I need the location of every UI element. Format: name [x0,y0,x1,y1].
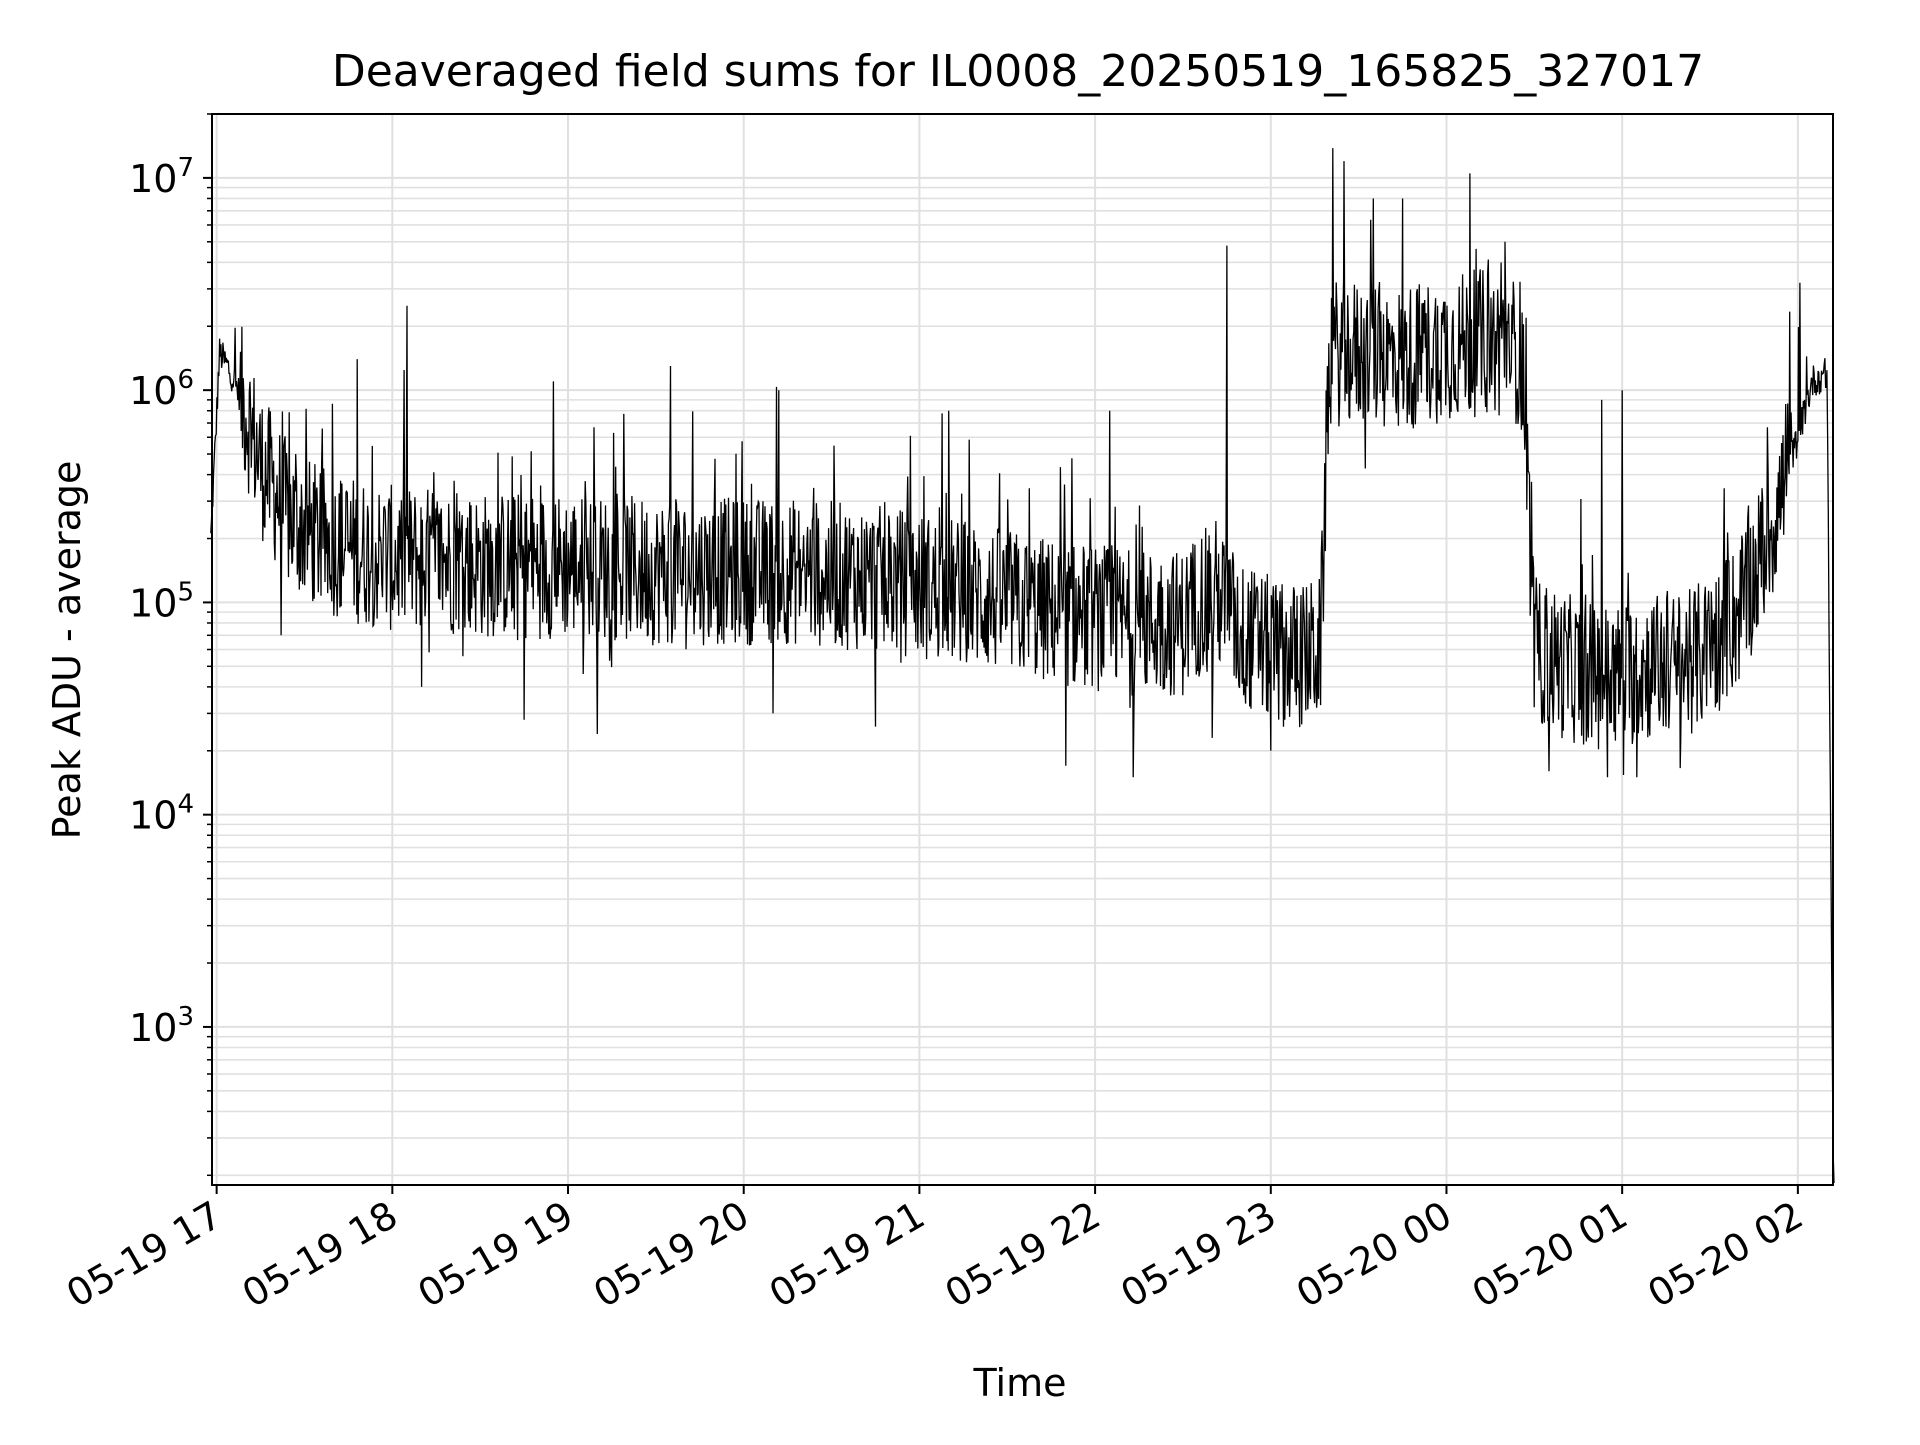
y-tick-label: 107 [129,153,194,201]
y-axis-label: Peak ADU - average [45,461,89,840]
y-tick-label: 104 [129,790,194,838]
y-tick-label: 103 [129,1002,194,1050]
x-tick-label: 05-19 22 [938,1193,1108,1317]
x-tick-label: 05-20 01 [1465,1193,1635,1317]
x-tick-label: 05-19 23 [1113,1193,1283,1317]
chart-title: Deaveraged field sums for IL0008_2025051… [332,46,1704,97]
y-axis: 103 104 105 106 107 [129,113,212,1177]
x-tick-label: 05-19 19 [411,1193,581,1317]
x-tick-label: 05-20 02 [1640,1193,1810,1317]
series-layer [210,148,1835,1184]
x-tick-label: 05-19 17 [59,1193,229,1317]
y-tick-label: 106 [129,365,194,413]
x-tick-label: 05-19 20 [586,1193,756,1317]
y-tick-label: 105 [129,577,194,625]
x-axis-label: Time [973,1361,1067,1405]
x-tick-label: 05-19 18 [235,1193,405,1317]
x-tick-label: 05-20 00 [1289,1193,1459,1317]
x-tick-label: 05-19 21 [762,1193,932,1317]
series-line [210,148,1835,1184]
x-axis: 05-19 17 05-19 18 05-19 19 05-19 20 05-19 21… [59,1185,1810,1316]
